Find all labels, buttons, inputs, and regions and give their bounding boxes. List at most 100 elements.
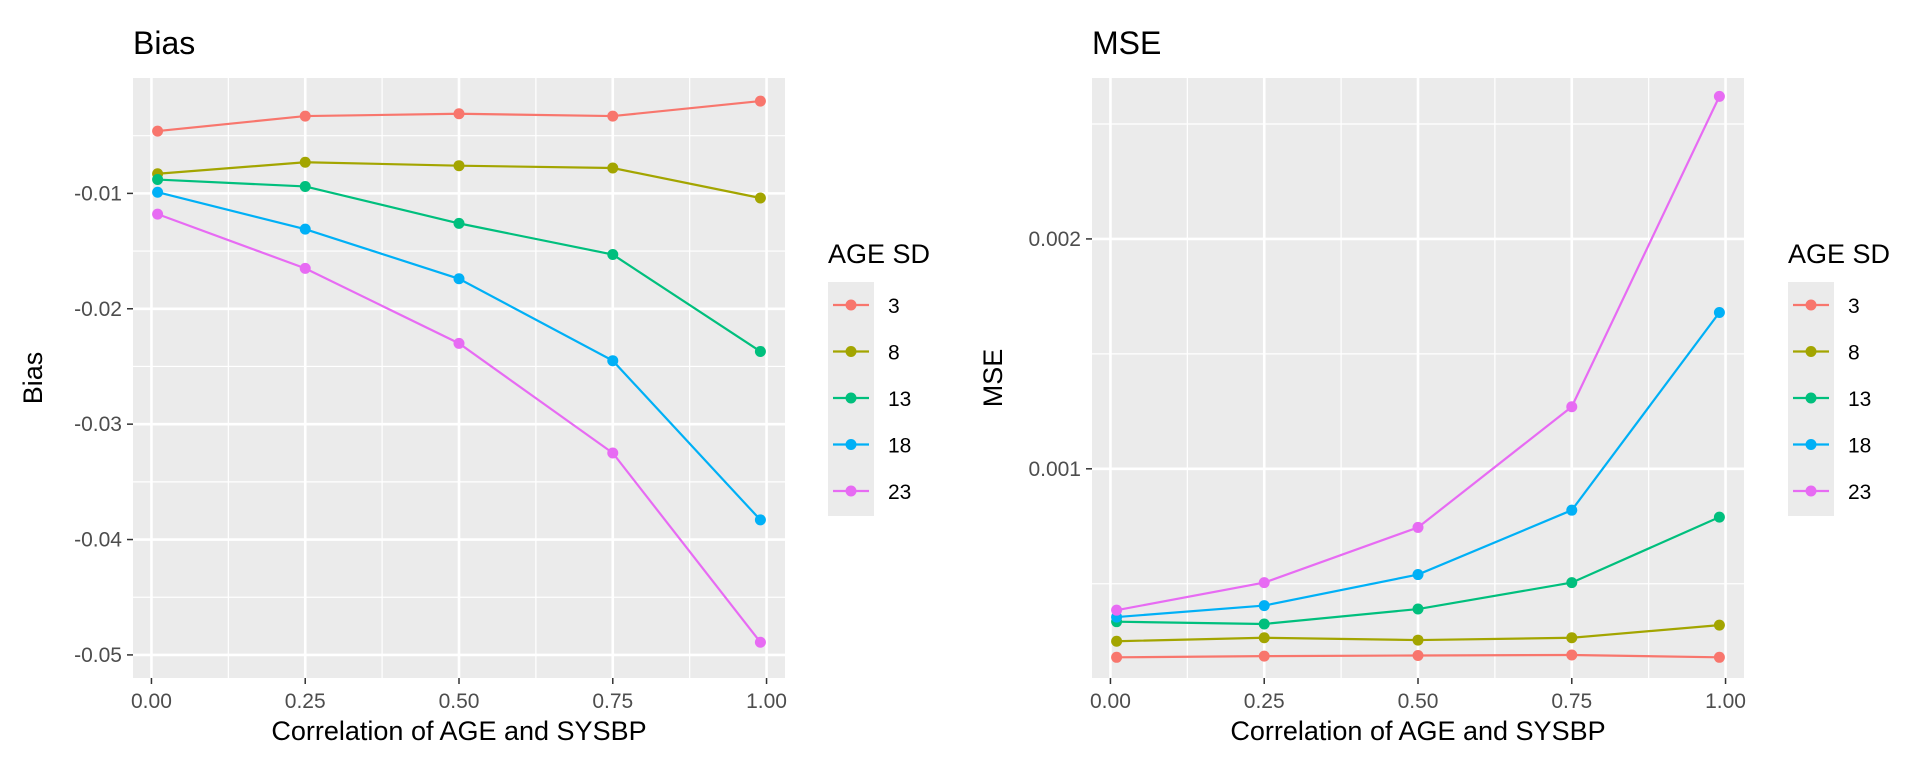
legend-title: AGE SD xyxy=(1788,239,1890,269)
x-tick-label: 0.75 xyxy=(592,690,633,713)
data-point-23 xyxy=(1412,521,1424,533)
data-point-8 xyxy=(299,156,311,168)
data-point-23 xyxy=(607,447,619,459)
data-point-3 xyxy=(754,95,766,107)
legend-key-23: 23 xyxy=(1793,481,1871,504)
x-tick-label: 0.00 xyxy=(131,690,172,713)
data-point-18 xyxy=(754,514,766,526)
legend-key-13: 13 xyxy=(833,388,911,411)
x-tick-label: 0.00 xyxy=(1090,690,1131,713)
data-point-18 xyxy=(1566,504,1578,516)
legend-key-13: 13 xyxy=(1793,388,1871,411)
data-point-3 xyxy=(1412,649,1424,661)
data-point-8 xyxy=(1258,632,1270,644)
data-point-8 xyxy=(1566,632,1578,644)
y-tick-label: 0.002 xyxy=(1028,228,1081,251)
x-tick-label: 1.00 xyxy=(1705,690,1746,713)
data-point-23 xyxy=(1111,604,1123,616)
x-tick-label: 0.25 xyxy=(1244,690,1285,713)
x-tick-label: 0.50 xyxy=(1398,690,1439,713)
data-point-8 xyxy=(754,192,766,204)
panel-mse: 0.00 0.25 0.50 0.75 1.00 0.001 0.002 MSE Correla… xyxy=(978,25,1890,746)
y-tick-label: -0.01 xyxy=(74,182,122,205)
data-point-23 xyxy=(299,262,311,274)
data-point-23 xyxy=(152,208,164,220)
legend-point xyxy=(1805,439,1817,450)
data-point-23 xyxy=(453,337,465,349)
data-point-8 xyxy=(1713,619,1725,631)
data-point-23 xyxy=(1713,90,1725,102)
legend-key-18: 18 xyxy=(833,435,911,458)
legend: AGE SD 3 8 13 18 23 xyxy=(828,239,930,516)
legend-point xyxy=(845,439,857,450)
panel-bias: 0.00 0.25 0.50 0.75 1.00 -0.01 -0.02 -0.03 -0.04… xyxy=(18,25,930,746)
data-point-13 xyxy=(607,249,619,261)
data-point-13 xyxy=(299,180,311,192)
legend-key-18: 18 xyxy=(1793,435,1871,458)
data-point-18 xyxy=(299,223,311,235)
legend-key-8: 8 xyxy=(833,342,900,365)
legend-label: 18 xyxy=(1848,435,1871,458)
legend-key-3: 3 xyxy=(1793,295,1860,318)
data-point-18 xyxy=(1412,569,1424,581)
legend-label: 13 xyxy=(1848,388,1871,411)
data-point-13 xyxy=(1713,511,1725,523)
data-point-3 xyxy=(1566,649,1578,661)
y-tick-label: 0.001 xyxy=(1028,458,1081,481)
data-point-3 xyxy=(1258,650,1270,662)
legend-point xyxy=(1805,392,1817,404)
data-point-18 xyxy=(1713,306,1725,318)
data-point-3 xyxy=(1713,651,1725,663)
legend-label: 23 xyxy=(888,481,911,504)
data-point-13 xyxy=(1412,603,1424,615)
x-tick-label: 1.00 xyxy=(746,690,787,713)
data-point-13 xyxy=(453,217,465,229)
x-axis-title: Correlation of AGE and SYSBP xyxy=(271,716,646,746)
data-point-18 xyxy=(152,186,164,198)
data-point-18 xyxy=(453,273,465,285)
data-point-13 xyxy=(152,174,164,186)
legend-point xyxy=(845,299,857,311)
data-point-3 xyxy=(607,110,619,122)
x-tick-label: 0.50 xyxy=(439,690,480,713)
chart-title: Bias xyxy=(133,25,195,61)
data-point-18 xyxy=(1258,600,1270,612)
legend-label: 3 xyxy=(1848,295,1860,318)
y-tick-label: -0.05 xyxy=(74,644,122,667)
data-point-13 xyxy=(1258,618,1270,630)
legend-point xyxy=(1805,299,1817,311)
legend-key-23: 23 xyxy=(833,481,911,504)
data-point-8 xyxy=(1412,634,1424,646)
chart-title: MSE xyxy=(1092,25,1161,61)
data-point-13 xyxy=(1566,577,1578,589)
data-point-8 xyxy=(1111,635,1123,647)
data-point-18 xyxy=(607,355,619,367)
y-axis-title: MSE xyxy=(978,349,1008,408)
data-point-3 xyxy=(453,108,465,120)
data-point-3 xyxy=(299,110,311,122)
data-point-23 xyxy=(1566,401,1578,413)
x-tick-label: 0.25 xyxy=(285,690,326,713)
legend: AGE SD 3 8 13 18 23 xyxy=(1788,239,1890,516)
legend-point xyxy=(1805,485,1817,497)
x-tick-label: 0.75 xyxy=(1551,690,1592,713)
legend-point xyxy=(845,346,857,357)
y-axis-title: Bias xyxy=(18,352,48,405)
data-point-23 xyxy=(754,636,766,648)
data-point-13 xyxy=(754,345,766,357)
data-point-3 xyxy=(1111,651,1123,663)
legend-label: 18 xyxy=(888,435,911,458)
legend-point xyxy=(845,392,857,404)
legend-point xyxy=(845,485,857,497)
y-tick-label: -0.02 xyxy=(74,298,122,321)
legend-title: AGE SD xyxy=(828,239,930,269)
legend-label: 13 xyxy=(888,388,911,411)
y-tick-label: -0.04 xyxy=(74,529,122,552)
legend-key-3: 3 xyxy=(833,295,900,318)
x-axis-title: Correlation of AGE and SYSBP xyxy=(1230,716,1605,746)
y-tick-label: -0.03 xyxy=(74,413,122,436)
data-point-8 xyxy=(453,160,465,172)
legend-label: 3 xyxy=(888,295,900,318)
legend-point xyxy=(1805,346,1817,357)
